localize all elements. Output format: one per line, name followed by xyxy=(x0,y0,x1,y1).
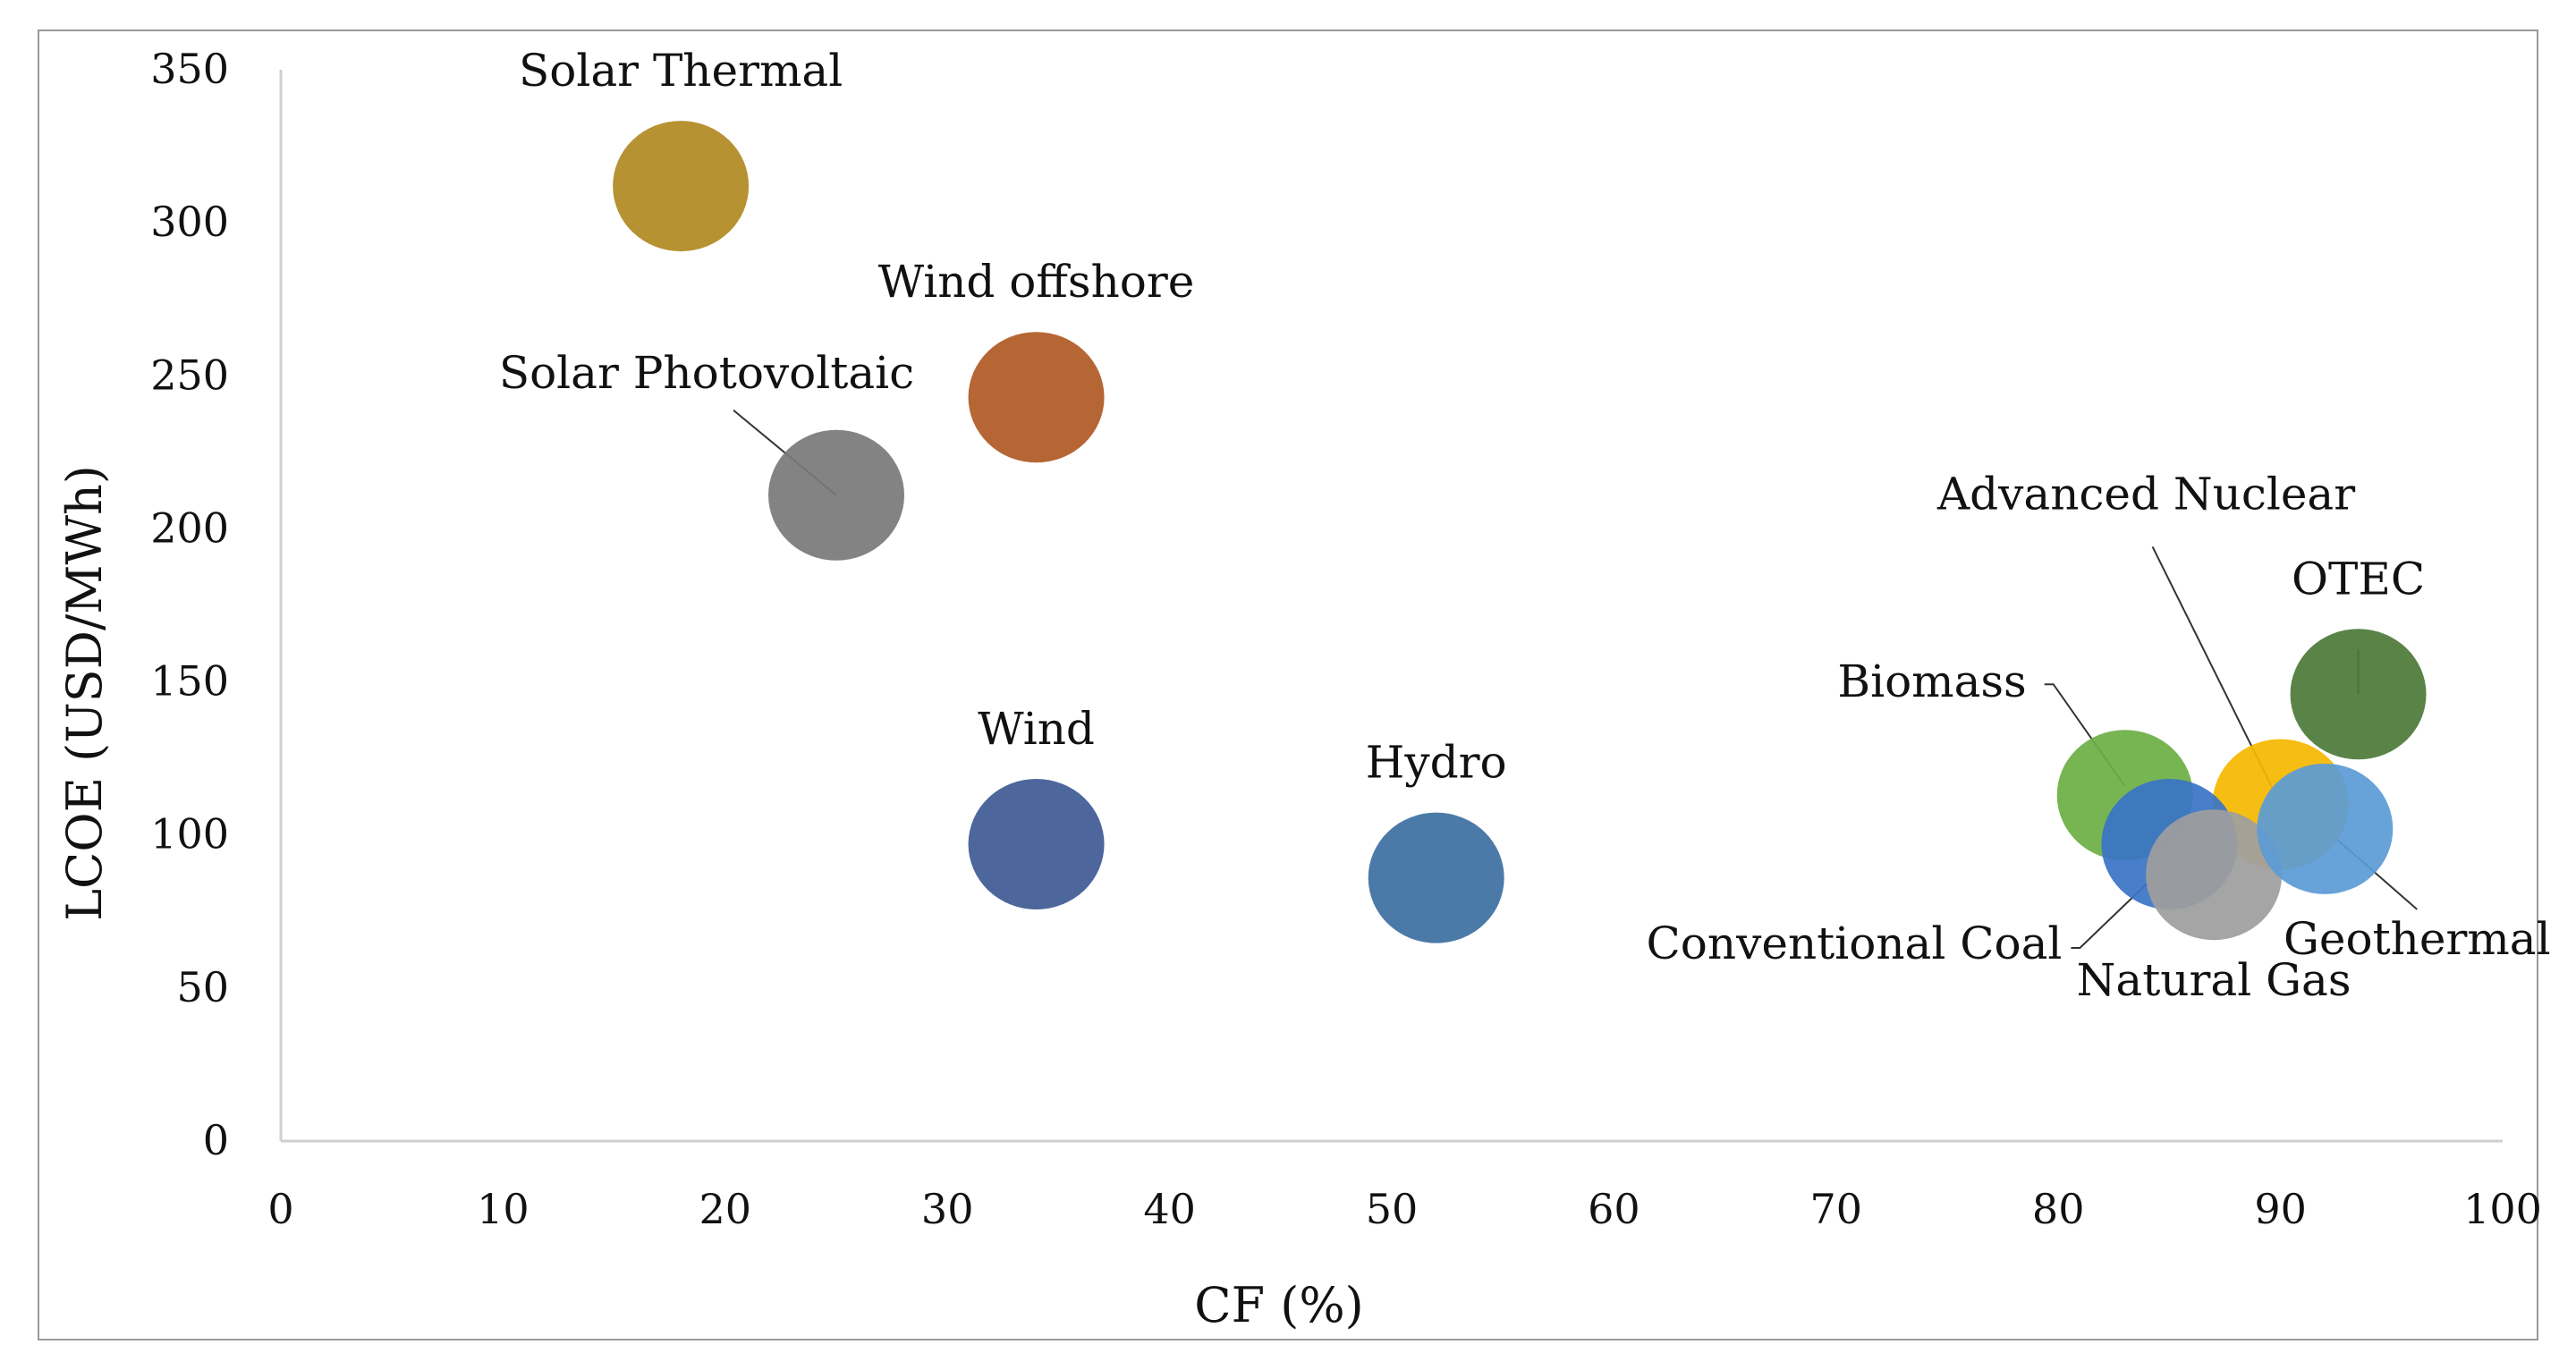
x-tick-labels: 0 10 20 30 40 50 60 70 80 90 100 xyxy=(267,1185,2542,1233)
x-tick-label: 20 xyxy=(699,1185,752,1233)
bubble-solar-thermal xyxy=(613,121,750,252)
x-tick-label: 50 xyxy=(1366,1185,1419,1233)
bubble-geothermal xyxy=(2257,763,2394,894)
bubbles xyxy=(613,121,2427,943)
x-tick-label: 0 xyxy=(267,1185,293,1233)
x-tick-label: 60 xyxy=(1588,1185,1640,1233)
y-tick-label: 150 xyxy=(150,657,229,706)
bubble-label-conventional-coal: Conventional Coal xyxy=(1647,918,2063,969)
bubble-wind-offshore xyxy=(968,332,1105,463)
bubble-solar-photovoltaic xyxy=(768,429,904,561)
y-tick-label: 200 xyxy=(150,503,229,552)
x-tick-label: 10 xyxy=(477,1185,530,1233)
bubble-label-solar-thermal: Solar Thermal xyxy=(519,45,843,97)
bubble-label-advanced-nuclear: Advanced Nuclear xyxy=(1936,468,2355,520)
x-tick-label: 100 xyxy=(2463,1185,2542,1233)
bubble-label-solar-photovoltaic: Solar Photovoltaic xyxy=(499,347,914,399)
bubble-label-biomass: Biomass xyxy=(1837,655,2026,707)
y-tick-label: 50 xyxy=(176,963,229,1011)
y-tick-label: 300 xyxy=(150,198,229,246)
bubble-label-wind: Wind xyxy=(978,703,1095,755)
x-tick-label: 90 xyxy=(2254,1185,2307,1233)
bubble-labels: Solar Thermal Wind offshore Solar Photovol… xyxy=(499,45,2551,1006)
bubble-natural-gas xyxy=(2146,809,2283,941)
y-tick-label: 350 xyxy=(150,45,229,93)
axes xyxy=(279,70,2503,1143)
bubble-otec xyxy=(2290,629,2427,760)
x-tick-label: 30 xyxy=(921,1185,974,1233)
y-tick-label: 100 xyxy=(150,810,229,858)
bubble-label-geothermal: Geothermal xyxy=(2284,913,2551,965)
chart-frame xyxy=(38,30,2538,1340)
x-tick-label: 80 xyxy=(2032,1185,2085,1233)
bubble-label-otec: OTEC xyxy=(2292,553,2425,605)
x-tick-label: 40 xyxy=(1143,1185,1196,1233)
x-tick-label: 70 xyxy=(1810,1185,1863,1233)
y-tick-label: 0 xyxy=(203,1116,229,1164)
bubble-wind xyxy=(968,778,1105,909)
x-axis-title: CF (%) xyxy=(1194,1277,1363,1333)
y-tick-labels: 0 50 100 150 200 250 300 350 xyxy=(150,45,229,1164)
bubble-label-hydro: Hydro xyxy=(1366,737,1507,789)
y-axis-title: LCOE (USD/MWh) xyxy=(56,465,113,921)
bubble-label-natural-gas: Natural Gas xyxy=(2077,954,2351,1006)
y-tick-label: 250 xyxy=(150,351,229,399)
bubble-hydro xyxy=(1368,812,1504,943)
bubble-label-wind-offshore: Wind offshore xyxy=(878,256,1195,308)
